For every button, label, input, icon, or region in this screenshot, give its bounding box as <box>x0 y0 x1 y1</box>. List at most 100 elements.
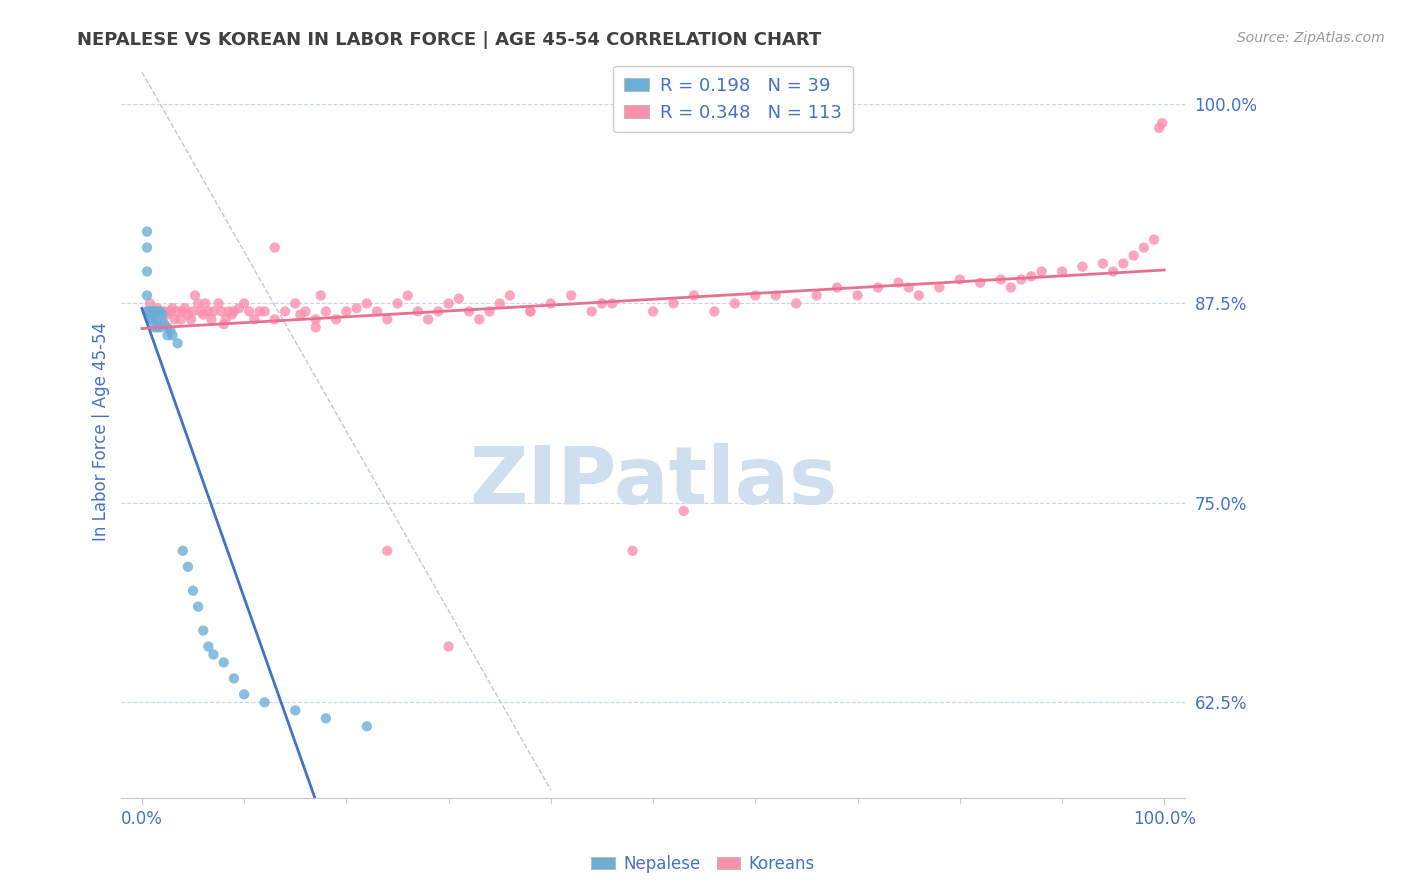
Point <box>181 304 204 318</box>
Point <box>233 687 256 701</box>
Point <box>540 296 562 310</box>
Point <box>1147 120 1170 135</box>
Point <box>187 599 209 614</box>
Point <box>207 296 229 310</box>
Point <box>1152 116 1174 130</box>
Point <box>222 304 245 318</box>
Point <box>683 288 706 302</box>
Point <box>177 559 200 574</box>
Point <box>156 308 179 322</box>
Point <box>211 304 233 318</box>
Point <box>897 280 920 294</box>
Point <box>1143 233 1166 247</box>
Point <box>427 304 450 318</box>
Point <box>136 225 159 239</box>
Point <box>141 312 163 326</box>
Point <box>1010 272 1032 286</box>
Point <box>325 312 347 326</box>
Point <box>141 304 163 318</box>
Point <box>600 296 623 310</box>
Point <box>519 304 541 318</box>
Point <box>591 296 613 310</box>
Point <box>581 304 603 318</box>
Point <box>928 280 950 294</box>
Point <box>136 241 159 255</box>
Point <box>366 304 388 318</box>
Point <box>284 703 307 717</box>
Point <box>1031 264 1053 278</box>
Point <box>212 317 235 331</box>
Point <box>149 320 172 334</box>
Point <box>703 304 725 318</box>
Point <box>141 304 163 318</box>
Point <box>468 312 491 326</box>
Point <box>437 640 460 654</box>
Point <box>194 296 217 310</box>
Point <box>190 304 212 318</box>
Point <box>197 304 219 318</box>
Point <box>887 276 910 290</box>
Point <box>346 301 368 316</box>
Point <box>180 312 202 326</box>
Point <box>166 336 188 351</box>
Point <box>173 301 195 316</box>
Text: NEPALESE VS KOREAN IN LABOR FORCE | AGE 45-54 CORRELATION CHART: NEPALESE VS KOREAN IN LABOR FORCE | AGE … <box>77 31 821 49</box>
Point <box>1133 241 1156 255</box>
Point <box>146 320 169 334</box>
Point <box>163 312 186 326</box>
Point <box>274 304 297 318</box>
Point <box>253 304 276 318</box>
Point <box>150 308 173 322</box>
Point <box>1091 256 1114 270</box>
Point <box>641 304 664 318</box>
Point <box>136 304 159 318</box>
Text: ZIPatlas: ZIPatlas <box>470 443 837 522</box>
Point <box>1071 260 1094 274</box>
Point <box>146 312 169 326</box>
Point <box>228 301 250 316</box>
Point <box>765 288 787 302</box>
Point <box>356 296 378 310</box>
Point <box>249 304 271 318</box>
Point <box>141 304 163 318</box>
Point <box>200 312 222 326</box>
Point <box>159 304 181 318</box>
Point <box>990 272 1012 286</box>
Point <box>672 504 695 518</box>
Point <box>1021 269 1043 284</box>
Point <box>1000 280 1022 294</box>
Point <box>846 288 869 302</box>
Point <box>212 656 235 670</box>
Point <box>162 328 184 343</box>
Point <box>153 304 176 318</box>
Point <box>785 296 807 310</box>
Point <box>243 312 266 326</box>
Point <box>866 280 889 294</box>
Point <box>478 304 501 318</box>
Point <box>309 288 332 302</box>
Point <box>139 296 162 310</box>
Point <box>560 288 582 302</box>
Point <box>150 312 173 326</box>
Point <box>218 304 240 318</box>
Point <box>136 264 159 278</box>
Point <box>156 328 179 343</box>
Point <box>335 304 357 318</box>
Point <box>146 304 169 318</box>
Point <box>406 304 429 318</box>
Point <box>499 288 522 302</box>
Point <box>172 543 194 558</box>
Point <box>437 296 460 310</box>
Point <box>315 304 337 318</box>
Point <box>305 320 328 334</box>
Point <box>162 301 184 316</box>
Point <box>193 308 215 322</box>
Point <box>315 711 337 725</box>
Point <box>222 672 245 686</box>
Point <box>143 308 166 322</box>
Point <box>825 280 848 294</box>
Point <box>156 320 179 334</box>
Point <box>238 304 260 318</box>
Point <box>294 304 316 318</box>
Point <box>263 312 285 326</box>
